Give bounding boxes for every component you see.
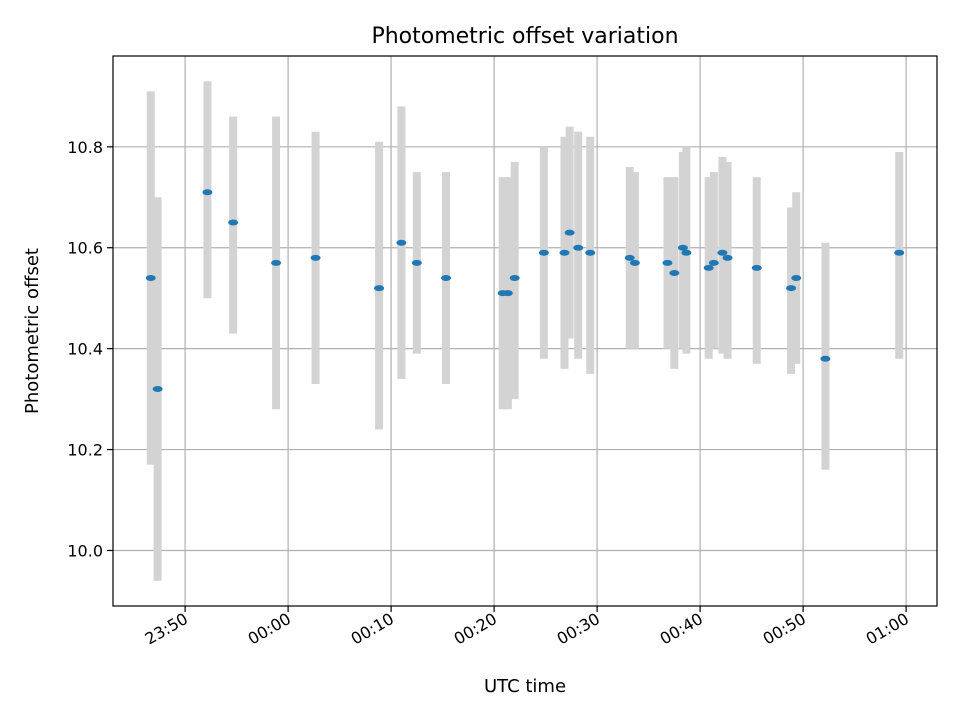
data-point (894, 249, 905, 256)
x-tick-label: 00:30 (554, 609, 603, 649)
data-point (717, 249, 728, 256)
data-point (502, 290, 513, 297)
data-point (708, 259, 719, 266)
data-point (538, 249, 549, 256)
data-point (573, 244, 584, 251)
x-tick-label: 01:00 (863, 609, 912, 649)
data-point (559, 249, 570, 256)
data-point (791, 275, 802, 282)
data-point (441, 275, 452, 282)
y-axis-label: Photometric offset (22, 248, 43, 414)
data-point (152, 386, 163, 393)
data-point (509, 275, 520, 282)
data-point (703, 264, 714, 271)
y-tick-label: 10.2 (67, 441, 103, 460)
y-tick-label: 10.6 (67, 239, 103, 258)
data-point (202, 189, 213, 196)
x-tick-label: 23:50 (142, 609, 191, 649)
data-point (669, 269, 680, 276)
data-point (396, 239, 407, 246)
data-point (662, 259, 673, 266)
y-tick-label: 10.8 (67, 138, 103, 157)
x-tick-label: 00:40 (657, 609, 706, 649)
data-point (585, 249, 596, 256)
data-point (564, 229, 575, 236)
y-tick-label: 10.0 (67, 541, 103, 560)
data-point (722, 254, 733, 261)
data-point (751, 264, 762, 271)
data-point (786, 285, 797, 292)
data-point (681, 249, 692, 256)
x-axis-ticks: 23:50 00:00 00:10 00:20 00:30 00:40 00:50 01:00 (142, 606, 912, 649)
data-point (374, 285, 385, 292)
x-tick-label: 00:20 (451, 609, 500, 649)
data-point (310, 254, 321, 261)
data-point (629, 259, 640, 266)
y-axis-ticks: 10.0 10.2 10.4 10.6 10.8 (67, 138, 113, 560)
data-point (145, 275, 156, 282)
x-tick-label: 00:50 (760, 609, 809, 649)
error-bars (146, 81, 904, 581)
plot-frame (112, 55, 938, 607)
grid-lines (113, 56, 937, 606)
data-point (411, 259, 422, 266)
data-points (145, 189, 905, 393)
x-tick-label: 00:10 (348, 609, 397, 649)
data-point (228, 219, 239, 226)
data-point (271, 259, 282, 266)
x-tick-label: 00:00 (245, 609, 294, 649)
data-point (820, 355, 831, 362)
x-axis-label: UTC time (484, 676, 566, 697)
y-tick-label: 10.4 (67, 340, 103, 359)
data-point (677, 244, 688, 251)
chart-title: Photometric offset variation (371, 24, 678, 49)
data-point (624, 254, 635, 261)
